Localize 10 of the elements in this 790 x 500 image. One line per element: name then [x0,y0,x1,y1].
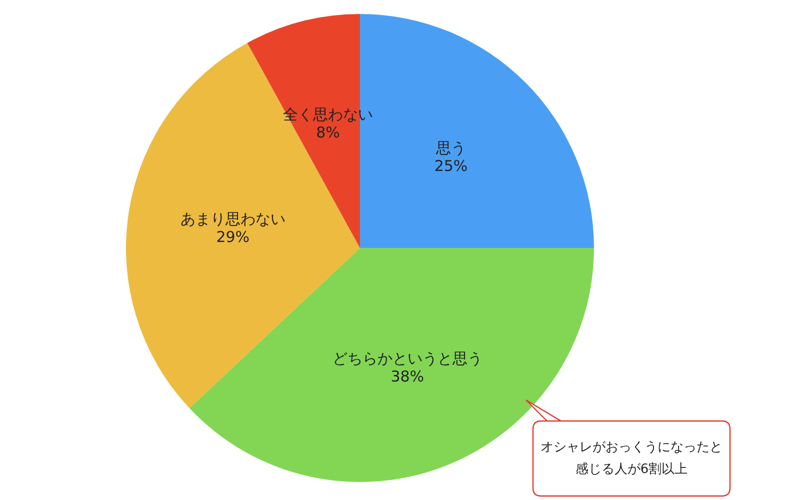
pie-slice [360,14,594,248]
data-label: 8% [316,123,340,142]
data-label: 29% [216,228,250,246]
text: オシャレがおっくうになったと感じる人が6割以上 [540,440,722,477]
pie-slice [126,42,360,408]
data-label: 38% [390,368,424,386]
data-label: 25% [434,156,468,175]
slice-label: どちらかというと思う [332,350,482,368]
slice-label: あまり思わない [180,210,286,228]
slice-label: 思う [435,138,466,157]
